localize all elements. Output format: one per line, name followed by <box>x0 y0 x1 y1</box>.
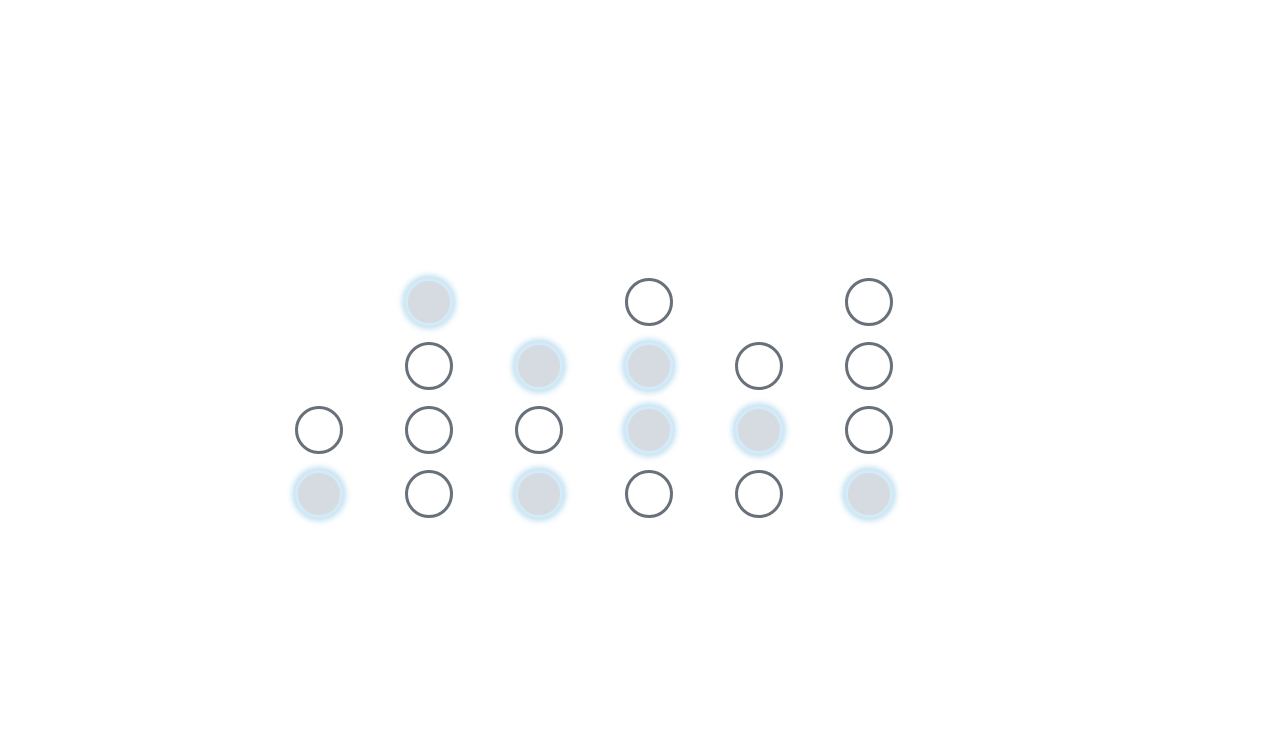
peg-lit[interactable] <box>625 406 673 454</box>
peg-column-5 <box>735 342 783 518</box>
peg-empty[interactable] <box>405 406 453 454</box>
peg-empty[interactable] <box>515 406 563 454</box>
peg-column-4 <box>625 278 673 518</box>
peg-lit[interactable] <box>625 342 673 390</box>
peg-empty[interactable] <box>735 342 783 390</box>
peg-lit[interactable] <box>295 470 343 518</box>
peg-empty[interactable] <box>845 278 893 326</box>
peg-empty[interactable] <box>295 406 343 454</box>
peg-empty[interactable] <box>405 342 453 390</box>
peg-empty[interactable] <box>845 406 893 454</box>
peg-empty[interactable] <box>735 470 783 518</box>
peg-column-1 <box>295 406 343 518</box>
peg-lit[interactable] <box>735 406 783 454</box>
peg-lit[interactable] <box>845 470 893 518</box>
peg-empty[interactable] <box>405 470 453 518</box>
peg-lit[interactable] <box>515 470 563 518</box>
peg-lit[interactable] <box>515 342 563 390</box>
peg-empty[interactable] <box>625 278 673 326</box>
peg-lit[interactable] <box>405 278 453 326</box>
peg-empty[interactable] <box>625 470 673 518</box>
peg-empty[interactable] <box>845 342 893 390</box>
peg-column-2 <box>405 278 453 518</box>
peg-column-3 <box>515 342 563 518</box>
peg-column-6 <box>845 278 893 518</box>
